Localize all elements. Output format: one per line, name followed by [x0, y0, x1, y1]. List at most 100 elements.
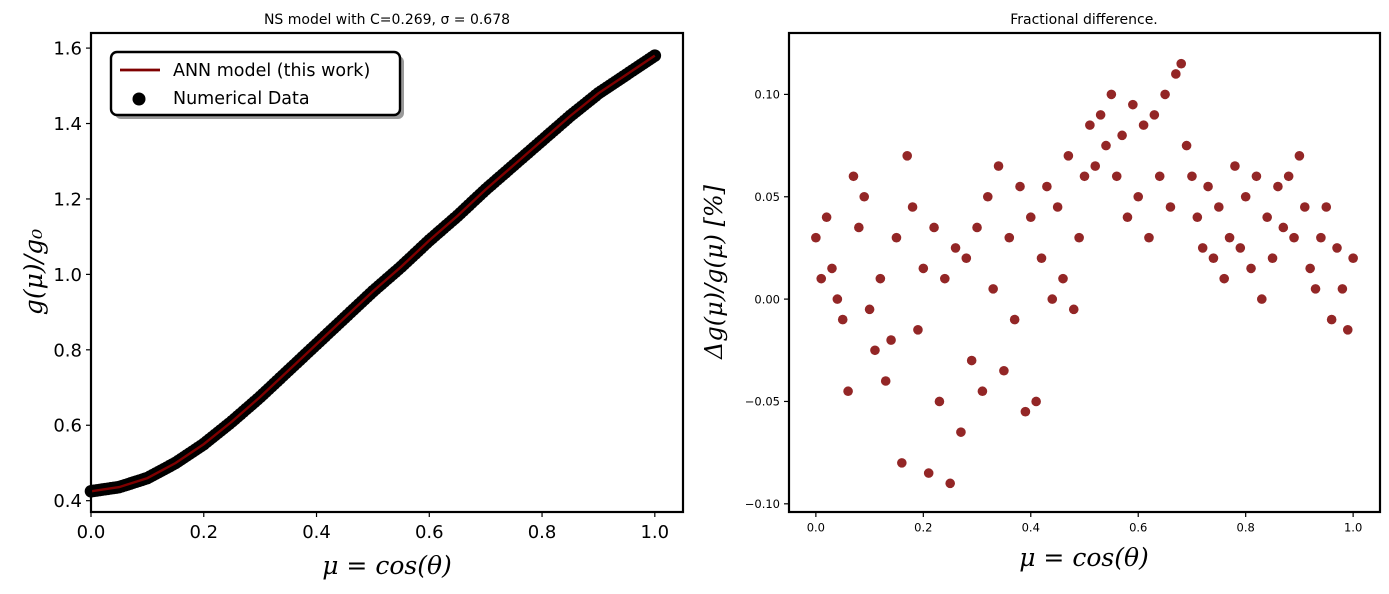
right-x-axis-label: μ = cos(θ)	[1019, 543, 1149, 572]
left-chart: NS model with C=0.269, σ = 0.678 0.0 0.2 0…	[19, 12, 685, 580]
right-x-tick-label: 0.4	[1022, 521, 1040, 535]
fractional-difference-point	[859, 191, 870, 202]
fractional-difference-point	[940, 273, 950, 284]
fractional-difference-point	[1106, 89, 1117, 100]
fractional-difference-point	[999, 365, 1009, 376]
fractional-difference-point	[827, 263, 837, 274]
fractional-difference-point	[1310, 284, 1321, 294]
fractional-difference-point	[1095, 110, 1106, 120]
fractional-difference-point	[918, 263, 929, 274]
fractional-difference-point	[875, 273, 886, 284]
left-y-tick-label: 1.2	[53, 189, 82, 210]
fractional-difference-point	[821, 212, 832, 223]
fractional-difference-point	[1176, 58, 1187, 69]
fractional-difference-point	[848, 171, 859, 182]
fractional-difference-point	[1251, 171, 1262, 182]
fractional-difference-point	[1111, 171, 1122, 182]
fractional-difference-point	[1181, 140, 1192, 151]
fractional-difference-point	[977, 386, 988, 397]
fractional-difference-point	[1015, 181, 1025, 192]
fractional-difference-point	[993, 161, 1004, 171]
fractional-difference-point	[880, 376, 891, 386]
right-x-tick-label: 0.2	[914, 521, 932, 535]
fractional-difference-point	[870, 345, 880, 356]
fractional-difference-point	[1052, 202, 1063, 212]
left-y-tick-label: 1.0	[53, 265, 82, 286]
fractional-difference-point	[956, 427, 966, 437]
right-axes-frame	[787, 31, 1382, 514]
fractional-difference-point	[1036, 253, 1047, 263]
right-x-tick-label: 0.8	[1237, 521, 1255, 535]
left-y-tick-label: 1.4	[53, 114, 82, 135]
fractional-difference-point	[1305, 263, 1315, 274]
fractional-difference-point	[1348, 253, 1358, 263]
left-x-tick-label: 1.0	[640, 522, 669, 543]
fractional-difference-point	[934, 396, 945, 407]
fractional-difference-point	[1262, 212, 1272, 223]
fractional-difference-point	[1149, 110, 1160, 120]
left-y-tick-label: 1.6	[53, 39, 82, 60]
fractional-difference-point	[1240, 191, 1251, 202]
fractional-difference-point	[961, 253, 972, 263]
right-x-tick-label: 0.6	[1129, 521, 1147, 535]
fractional-difference-point	[1004, 232, 1015, 243]
left-x-tick-label: 0.2	[189, 522, 218, 543]
fractional-difference-point	[1058, 273, 1068, 284]
fractional-difference-point	[1224, 232, 1235, 243]
fractional-difference-point	[1230, 161, 1240, 171]
legend-label-numerical-data: Numerical Data	[173, 89, 310, 109]
fractional-difference-point	[966, 355, 977, 366]
fractional-difference-point	[1020, 406, 1031, 417]
right-y-tick-label: −0.10	[745, 497, 780, 511]
fractional-difference-point	[972, 222, 982, 233]
right-y-tick-label: −0.05	[745, 395, 780, 409]
left-y-ticks: 0.4 0.6 0.8 1.0 1.2 1.4 1.6	[53, 39, 91, 512]
fractional-difference-point	[1235, 243, 1246, 253]
fractional-difference-point	[1257, 294, 1267, 304]
left-y-axis-label: g(μ)/g₀	[19, 229, 48, 315]
fractional-difference-point	[1144, 232, 1154, 243]
fractional-difference-point	[1085, 120, 1095, 130]
fractional-difference-point	[1171, 69, 1181, 79]
fractional-difference-point	[1299, 202, 1310, 212]
fractional-difference-point	[1267, 253, 1278, 263]
right-x-ticks: 0.0 0.2 0.4 0.6 0.8 1.0	[807, 512, 1362, 535]
fractional-difference-point	[864, 304, 875, 315]
fractional-difference-point	[950, 243, 961, 253]
fractional-difference-point	[897, 458, 907, 468]
fractional-difference-point	[1289, 232, 1299, 243]
fractional-difference-point	[854, 222, 864, 233]
fractional-difference-point	[1192, 212, 1203, 223]
fractional-difference-point	[1101, 140, 1111, 151]
fractional-difference-point	[988, 284, 998, 294]
fractional-difference-point	[1278, 222, 1289, 233]
fractional-difference-point	[1154, 171, 1165, 182]
right-y-ticks: −0.10 −0.05 0.00 0.05 0.10	[745, 88, 789, 511]
fractional-difference-point	[891, 232, 902, 243]
fractional-difference-point	[907, 202, 918, 212]
right-y-tick-label: 0.10	[754, 88, 780, 102]
right-y-tick-label: 0.05	[754, 190, 780, 204]
right-chart: Fractional difference. 0.0 0.2 0.4 0.6 0.8 1.…	[700, 12, 1382, 572]
legend-box	[109, 50, 402, 117]
fractional-difference-point	[837, 314, 848, 325]
fractional-difference-point	[1079, 171, 1090, 182]
fractional-difference-point	[1117, 130, 1127, 141]
fractional-difference-point	[1273, 181, 1283, 192]
fractional-difference-point	[902, 151, 912, 161]
right-chart-title: Fractional difference.	[1010, 12, 1158, 28]
left-x-tick-label: 0.8	[528, 522, 557, 543]
fractional-difference-point	[1203, 181, 1213, 192]
legend-label-ann-model: ANN model (this work)	[173, 61, 370, 81]
fractional-difference-point	[886, 335, 896, 345]
fractional-difference-point	[1031, 396, 1041, 407]
legend: ANN model (this work) Numerical Data	[109, 50, 404, 119]
right-x-tick-label: 0.0	[807, 521, 825, 535]
left-chart-title: NS model with C=0.269, σ = 0.678	[264, 12, 510, 28]
fractional-difference-point	[1074, 232, 1084, 243]
left-y-tick-label: 0.6	[53, 416, 82, 437]
fractional-difference-point	[945, 478, 955, 489]
left-x-tick-label: 0.4	[302, 522, 331, 543]
fractional-difference-point	[1165, 202, 1176, 212]
